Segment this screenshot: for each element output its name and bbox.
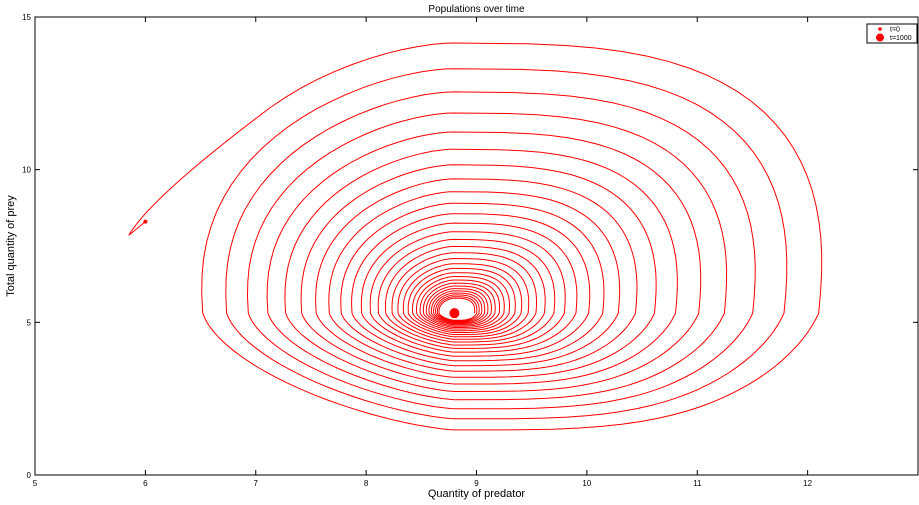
x-tick-label: 10 xyxy=(582,479,591,488)
x-tick-label: 12 xyxy=(803,479,812,488)
y-tick-label: 10 xyxy=(22,166,31,175)
x-tick-label: 8 xyxy=(364,479,369,488)
x-tick-label: 7 xyxy=(254,479,259,488)
y-tick-label: 0 xyxy=(27,471,32,480)
x-tick-label: 9 xyxy=(474,479,479,488)
trajectory-line xyxy=(128,42,823,431)
y-axis: 0 5 10 15 xyxy=(22,13,918,480)
legend-label-end: t=1000 xyxy=(890,35,912,42)
y-tick-label: 15 xyxy=(22,13,31,22)
axes-box xyxy=(34,16,919,476)
y-tick-label: 5 xyxy=(27,318,32,327)
x-tick-label: 11 xyxy=(693,479,702,488)
x-tick-label: 6 xyxy=(143,479,148,488)
x-axis: 5 6 7 8 9 10 11 12 xyxy=(33,17,813,488)
x-axis-label: Quantity of predator xyxy=(428,488,526,500)
chart-title: Populations over time xyxy=(428,4,525,15)
legend-label-start: t=0 xyxy=(890,27,900,34)
legend-marker-start xyxy=(878,27,882,31)
legend: t=0 t=1000 xyxy=(866,23,918,44)
start-marker xyxy=(143,219,148,224)
x-tick-label: 5 xyxy=(33,479,38,488)
y-axis-label: Total quantity of prey xyxy=(5,195,17,297)
legend-marker-end xyxy=(876,33,884,42)
end-marker xyxy=(449,308,460,319)
